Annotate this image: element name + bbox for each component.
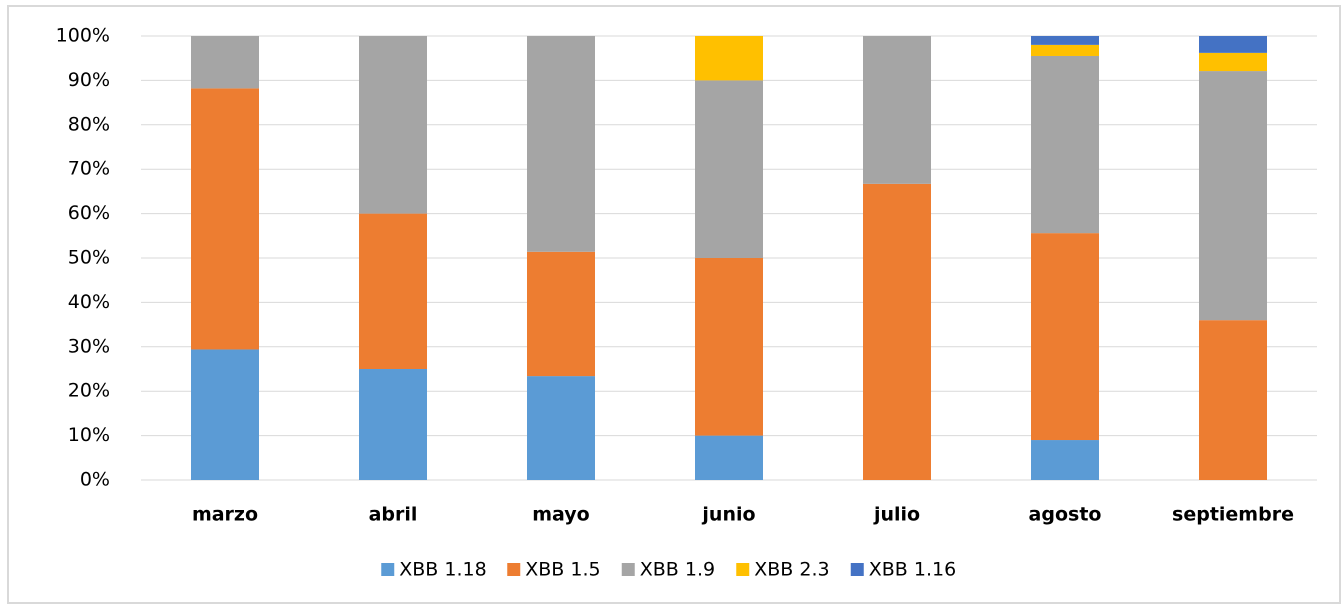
- y-tick-label: 10%: [68, 424, 110, 446]
- x-tick-label: mayo: [532, 504, 589, 526]
- bar-segment: [191, 349, 259, 480]
- y-tick-label: 40%: [68, 291, 110, 313]
- bar-segment: [1031, 36, 1099, 45]
- x-tick-label: julio: [873, 504, 920, 526]
- bar-segment: [1199, 52, 1267, 72]
- bar-segment: [1031, 55, 1099, 234]
- y-tick-label: 0%: [80, 469, 110, 491]
- legend-swatch: [621, 563, 635, 576]
- labels: 0% 10% 20% 30% 40% 50% 60% 70% 80% 90% 100% marzo ab…: [56, 25, 1294, 581]
- legend-label: XBB 1.5: [525, 559, 600, 581]
- x-tick-label: marzo: [192, 504, 258, 526]
- legend-label: XBB 1.18: [399, 559, 486, 581]
- legend-label: XBB 2.3: [754, 559, 829, 581]
- y-tick-label: 80%: [68, 113, 110, 135]
- bar-segment: [1031, 440, 1099, 480]
- bars: [191, 36, 1267, 481]
- y-tick-label: 100%: [56, 25, 110, 47]
- legend-swatch: [507, 563, 521, 576]
- bar-segment: [527, 376, 595, 480]
- legend-label: XBB 1.9: [640, 559, 715, 581]
- bar-segment: [695, 258, 763, 436]
- x-tick-label: abril: [369, 504, 418, 526]
- bar-segment: [359, 36, 427, 214]
- legend-swatch: [736, 563, 750, 576]
- bar-segment: [1031, 233, 1099, 441]
- bar-segment: [1199, 320, 1267, 480]
- y-tick-label: 30%: [68, 335, 110, 357]
- y-tick-label: 70%: [68, 158, 110, 180]
- y-tick-label: 50%: [68, 247, 110, 269]
- legend-label: XBB 1.16: [869, 559, 956, 581]
- bar-segment: [863, 183, 931, 481]
- bar-segment: [527, 36, 595, 252]
- bar-segment: [359, 213, 427, 369]
- legend-swatch: [381, 563, 395, 576]
- y-tick-label: 60%: [68, 202, 110, 224]
- x-tick-label: junio: [701, 504, 755, 526]
- y-tick-label: 90%: [68, 69, 110, 91]
- bar-segment: [1199, 71, 1267, 321]
- bar-segment: [191, 36, 259, 89]
- y-tick-label: 20%: [68, 380, 110, 402]
- bar-segment: [695, 435, 763, 480]
- bar-segment: [527, 251, 595, 377]
- bar-segment: [191, 88, 259, 350]
- bar-segment: [359, 369, 427, 480]
- bar-segment: [695, 80, 763, 259]
- x-tick-label: agosto: [1029, 504, 1102, 526]
- bar-segment: [863, 36, 931, 184]
- bar-segment: [1031, 44, 1099, 56]
- bar-segment: [695, 36, 763, 81]
- legend-swatch: [850, 563, 864, 576]
- bar-segment: [1199, 36, 1267, 53]
- x-tick-label: septiembre: [1172, 504, 1294, 526]
